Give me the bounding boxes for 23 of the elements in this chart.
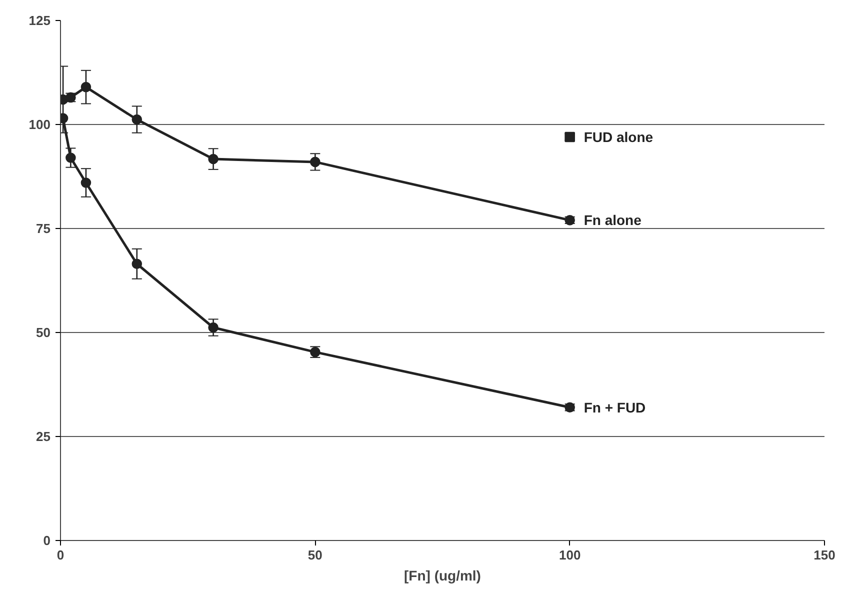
x-axis-title: [Fn] (ug/ml) [404,568,481,584]
series-label: Fn + FUD [584,399,646,416]
point [310,156,320,168]
point [80,82,92,92]
x-tick-label: 50 [308,548,322,562]
y-tick-label: 25 [36,429,51,444]
y-tick-label: 0 [43,533,51,548]
x-tick-label: 0 [56,548,64,562]
y-tick-label: 100 [28,117,51,132]
point [132,258,142,269]
point [564,132,575,142]
y-tick-label: 50 [36,325,51,340]
point [208,322,218,333]
series-label: Fn alone [584,212,642,228]
y-tick-label: 125 [28,13,51,28]
series-label: FUD alone [584,128,654,145]
point [132,114,142,125]
point [66,152,76,163]
y-tick-label: 75 [36,221,51,236]
x-tick-label: 100 [558,548,581,562]
point [80,178,92,188]
x-tick-label: 150 [814,548,836,562]
point [208,154,218,164]
